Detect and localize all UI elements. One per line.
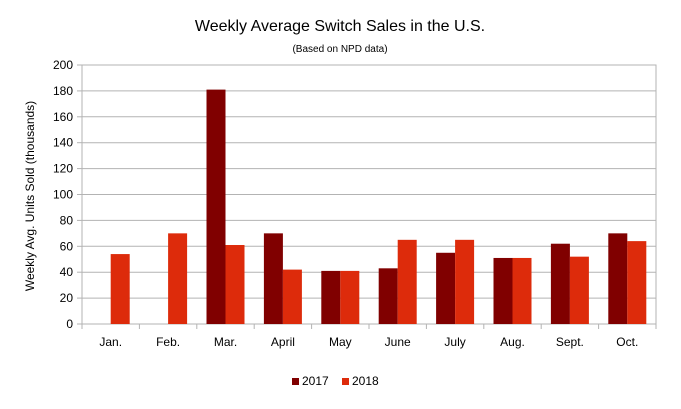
- bar-2018-may: [340, 270, 360, 324]
- bar-2017-june: [378, 268, 398, 324]
- bar-2018-aug: [512, 257, 532, 324]
- y-tick-label: 200: [53, 58, 73, 72]
- x-tick-label: Sept.: [556, 335, 584, 349]
- legend-swatch-2018: [342, 378, 349, 385]
- x-tick-label: April: [271, 335, 295, 349]
- axes: 0 20 40 60 80 100 120 140 160 180 200 Jan. Feb. Mar. A…: [53, 58, 657, 349]
- y-tick-label: 140: [53, 136, 73, 150]
- bar-2017-may: [321, 270, 341, 324]
- bar-2017-aug: [493, 257, 513, 324]
- bar-2017-mar: [206, 89, 226, 324]
- x-tick-label: Feb.: [156, 335, 180, 349]
- y-tick-label: 40: [60, 265, 74, 279]
- y-tick-label: 120: [53, 162, 73, 176]
- y-tick-label: 60: [60, 239, 74, 253]
- legend-swatch-2017: [292, 378, 299, 385]
- legend: 2017 2018: [292, 374, 379, 388]
- bar-2017-oct: [608, 233, 628, 324]
- bar-2018-feb: [168, 233, 188, 324]
- y-tick-label: 0: [66, 317, 73, 331]
- x-tick-label: May: [329, 335, 352, 349]
- bar-2018-july: [455, 239, 475, 324]
- y-tick-label: 160: [53, 110, 73, 124]
- x-tick-label: July: [444, 335, 465, 349]
- y-tick-label: 100: [53, 188, 73, 202]
- y-tick-label: 20: [60, 291, 74, 305]
- x-tick-label: June: [385, 335, 411, 349]
- x-tick-label: Aug.: [500, 335, 525, 349]
- bar-2018-mar: [225, 245, 245, 324]
- bar-2017-april: [263, 233, 283, 324]
- y-tick-label: 180: [53, 84, 73, 98]
- chart-title: Weekly Average Switch Sales in the U.S.: [195, 18, 485, 35]
- x-tick-label: Mar.: [214, 335, 237, 349]
- bar-2017-sept: [550, 243, 570, 324]
- bar-2018-jan: [110, 254, 130, 324]
- legend-label-2018: 2018: [352, 374, 379, 388]
- bar-2018-april: [282, 269, 302, 324]
- bar-2018-sept: [569, 256, 589, 324]
- legend-label-2017: 2017: [302, 374, 329, 388]
- x-tick-label: Jan.: [99, 335, 122, 349]
- chart-subtitle: (Based on NPD data): [292, 44, 387, 55]
- y-axis-label: Weekly Avg. Units Sold (thousands): [23, 101, 37, 291]
- bar-2018-oct: [627, 241, 647, 324]
- x-tick-label: Oct.: [616, 335, 638, 349]
- bar-2018-june: [397, 239, 417, 324]
- bars: [110, 89, 647, 324]
- y-tick-label: 80: [60, 213, 74, 227]
- bar-2017-july: [436, 252, 456, 324]
